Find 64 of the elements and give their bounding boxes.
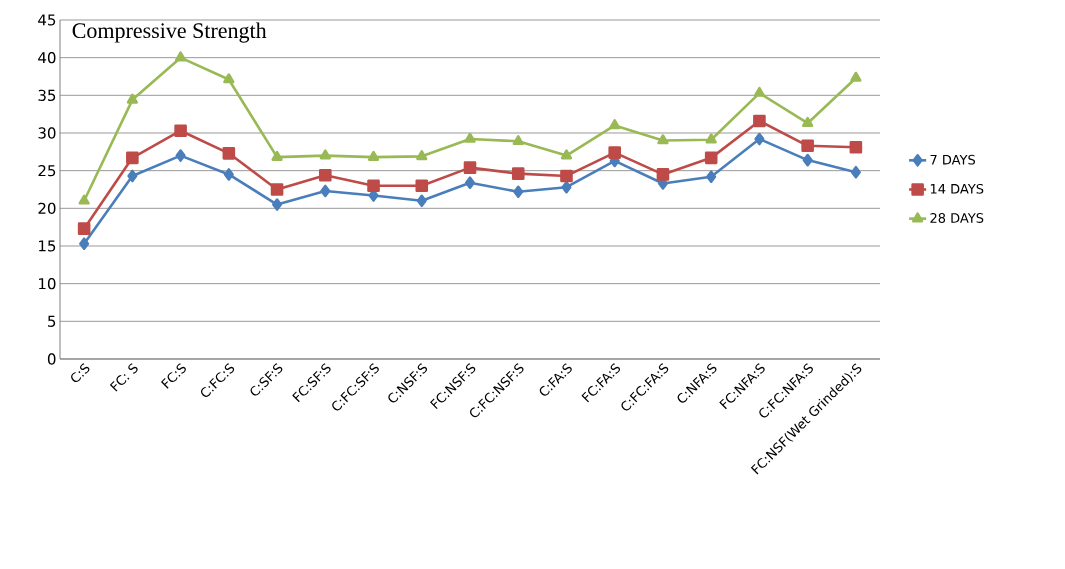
point: [657, 134, 669, 145]
point: [175, 149, 186, 162]
y-tick-label: 25: [38, 164, 56, 177]
point: [77, 222, 91, 235]
point: [415, 179, 429, 193]
x-tick-label: C:S: [71, 363, 90, 383]
point: [850, 71, 862, 82]
point: [464, 176, 476, 190]
point: [367, 150, 380, 161]
point: [79, 237, 90, 251]
point: [802, 153, 813, 167]
y-tick-label: 30: [38, 127, 56, 139]
point: [126, 151, 139, 165]
point: [511, 167, 525, 180]
point: [222, 147, 236, 160]
point: [319, 168, 332, 182]
point: [78, 194, 90, 205]
legend-label: 14 DAYS: [930, 183, 984, 194]
point: [126, 93, 138, 104]
point: [512, 134, 524, 146]
point: [270, 183, 284, 196]
point: [174, 51, 187, 62]
point: [272, 198, 283, 211]
point: [463, 161, 477, 174]
point: [801, 139, 814, 153]
y-tick-label: 20: [38, 202, 56, 214]
point: [174, 124, 187, 138]
point: [802, 116, 814, 127]
chart-title: Compressive Strength: [72, 22, 267, 43]
point: [319, 149, 331, 160]
point: [513, 185, 524, 199]
point: [753, 86, 766, 97]
point: [320, 184, 331, 198]
point: [561, 180, 572, 194]
point: [560, 169, 573, 183]
y-tick-label: 5: [48, 315, 56, 327]
point: [464, 132, 476, 143]
y-tick-label: 45: [38, 14, 56, 26]
point: [608, 146, 622, 159]
point: [656, 168, 670, 181]
y-tick-label: 0: [47, 353, 56, 365]
y-tick-label: 35: [38, 89, 56, 102]
point: [271, 150, 283, 161]
point: [609, 119, 621, 130]
point: [705, 133, 717, 144]
point: [704, 151, 718, 165]
point: [367, 179, 380, 193]
point: [849, 141, 863, 154]
point: [416, 150, 428, 161]
point: [754, 132, 765, 146]
x-tick-label: FC: S: [109, 363, 138, 392]
point: [223, 73, 235, 84]
point: [850, 165, 861, 179]
y-tick-label: 15: [39, 240, 56, 252]
point: [223, 168, 234, 181]
y-tick-label: 10: [39, 277, 56, 290]
legend-label: 28 DAYS: [930, 213, 984, 223]
point: [753, 114, 766, 128]
point: [127, 169, 138, 183]
y-tick-label: 40: [38, 51, 56, 64]
point: [706, 170, 717, 183]
point: [416, 194, 427, 208]
legend-label: 7 DAYS: [930, 154, 976, 165]
point: [560, 149, 573, 160]
